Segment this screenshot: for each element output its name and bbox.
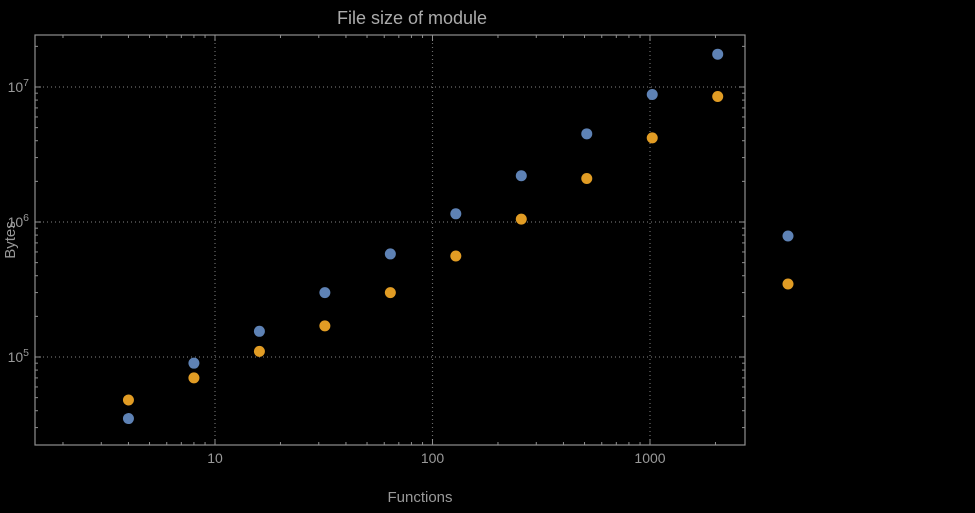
- x-tick-label: 10: [207, 450, 223, 466]
- data-point: [646, 88, 658, 100]
- data-point: [188, 357, 200, 369]
- data-point: [450, 250, 462, 262]
- data-point: [253, 325, 265, 337]
- y-tick-label: 105: [8, 347, 30, 365]
- data-point: [581, 128, 593, 140]
- axis-ticks: [35, 35, 745, 445]
- data-point: [712, 91, 724, 103]
- gridlines: [35, 35, 745, 445]
- data-point: [515, 213, 527, 225]
- x-axis-label: Functions: [387, 489, 452, 506]
- data-point: [384, 248, 396, 260]
- data-point: [188, 372, 200, 384]
- data-point: [319, 320, 331, 332]
- x-tick-label: 1000: [634, 450, 665, 466]
- y-axis-label: Bytes: [2, 221, 19, 259]
- data-point: [253, 345, 265, 357]
- data-point: [319, 287, 331, 299]
- data-point: [581, 173, 593, 185]
- legend-marker: [782, 230, 794, 242]
- y-tick-label: 106: [8, 212, 30, 230]
- chart-title: File size of module: [337, 8, 487, 28]
- legend-markers: [782, 230, 794, 290]
- tick-labels: 10 100 1000 105 106 107: [8, 77, 666, 466]
- data-point: [384, 287, 396, 299]
- y-tick-label: 107: [8, 77, 30, 95]
- data-point: [646, 132, 658, 144]
- data-points: [122, 48, 724, 425]
- data-point: [515, 170, 527, 182]
- x-tick-label: 100: [421, 450, 445, 466]
- data-point: [122, 394, 134, 406]
- data-point: [450, 208, 462, 220]
- data-point: [122, 413, 134, 425]
- legend-marker: [782, 278, 794, 290]
- data-point: [712, 48, 724, 60]
- plot-frame: [34, 34, 746, 446]
